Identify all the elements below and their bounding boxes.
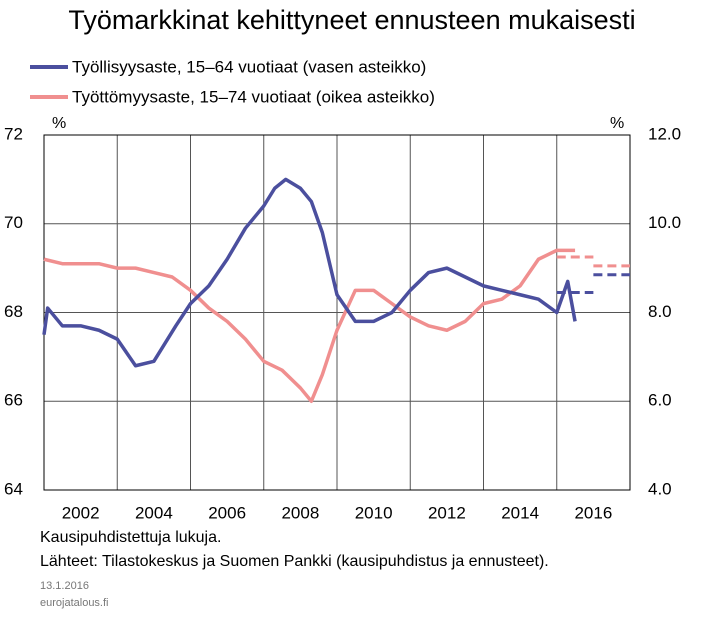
y-tick-label: 70 <box>4 213 23 232</box>
x-tick-label: 2006 <box>208 503 246 522</box>
x-tick-label: 2014 <box>501 503 539 522</box>
series-line <box>42 177 577 368</box>
x-tick-label: 2010 <box>355 503 393 522</box>
x-tick-label: 2002 <box>62 503 100 522</box>
x-tick-label: 2016 <box>574 503 612 522</box>
y-unit: % <box>52 115 66 132</box>
y-tick-label: 72 <box>4 124 23 143</box>
y2-unit: % <box>610 115 624 132</box>
chart-title: Työmarkkinat kehittyneet ennusteen mukai… <box>68 5 635 35</box>
x-tick-label: 2004 <box>135 503 173 522</box>
y2-tick-label: 8.0 <box>648 302 672 321</box>
date: 13.1.2016 <box>40 580 89 592</box>
y-tick-label: 68 <box>4 302 23 321</box>
series-line <box>43 248 576 403</box>
x-tick-label: 2012 <box>428 503 466 522</box>
y-tick-label: 64 <box>4 479 23 498</box>
site: eurojatalous.fi <box>40 597 109 609</box>
y2-tick-label: 4.0 <box>648 479 672 498</box>
y2-tick-label: 10.0 <box>648 213 681 232</box>
y2-tick-label: 12.0 <box>648 124 681 143</box>
legend-label: Työllisyysaste, 15–64 vuotiaat (vasen as… <box>72 57 426 76</box>
y-tick-label: 66 <box>4 391 23 410</box>
x-tick-label: 2008 <box>281 503 319 522</box>
y2-tick-label: 6.0 <box>648 391 672 410</box>
plot-frame <box>43 134 631 491</box>
source: Lähteet: Tilastokeskus ja Suomen Pankki … <box>40 553 549 570</box>
note: Kausipuhdistettuja lukuja. <box>40 529 221 546</box>
legend-label: Työttömyysaste, 15–74 vuotiaat (oikea as… <box>72 87 435 106</box>
